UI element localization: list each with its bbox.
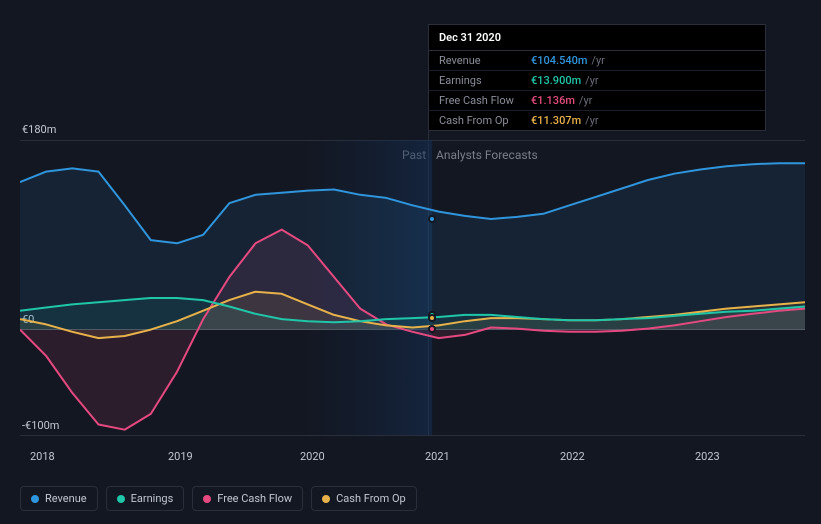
tooltip-row: Free Cash Flow€1.136m/yr xyxy=(429,91,765,111)
tooltip-metric-value: €11.307m xyxy=(531,114,581,127)
x-axis-tick: 2021 xyxy=(425,450,450,463)
legend: Revenue Earnings Free Cash Flow Cash From O… xyxy=(20,486,417,511)
y-axis-label-max: €180m xyxy=(22,123,56,136)
tooltip-suffix: /yr xyxy=(585,74,598,87)
x-axis-tick: 2019 xyxy=(168,450,193,463)
tooltip-metric-label: Cash From Op xyxy=(439,114,531,127)
legend-label: Earnings xyxy=(131,492,174,505)
tooltip-suffix: /yr xyxy=(591,54,604,67)
legend-dot-icon xyxy=(322,495,330,503)
tooltip-row: Cash From Op€11.307m/yr xyxy=(429,111,765,130)
legend-item-earnings[interactable]: Earnings xyxy=(106,486,185,511)
x-axis-tick: 2020 xyxy=(300,450,325,463)
legend-label: Free Cash Flow xyxy=(217,492,292,505)
marker-revenue xyxy=(428,215,436,223)
tooltip-metric-label: Earnings xyxy=(439,74,531,87)
marker-fcf xyxy=(428,325,436,333)
legend-item-free-cash-flow[interactable]: Free Cash Flow xyxy=(192,486,303,511)
tooltip-metric-label: Free Cash Flow xyxy=(439,94,531,107)
tooltip-suffix: /yr xyxy=(585,114,598,127)
tooltip-suffix: /yr xyxy=(579,94,592,107)
tooltip-date: Dec 31 2020 xyxy=(429,25,765,51)
legend-dot-icon xyxy=(203,495,211,503)
line-chart xyxy=(20,140,805,435)
legend-label: Cash From Op xyxy=(336,492,406,505)
x-axis-tick: 2022 xyxy=(560,450,585,463)
tooltip-metric-value: €1.136m xyxy=(531,94,575,107)
legend-dot-icon xyxy=(117,495,125,503)
tooltip-metric-value: €13.900m xyxy=(531,74,581,87)
marker-cfo xyxy=(428,314,436,322)
tooltip-row: Earnings€13.900m/yr xyxy=(429,71,765,91)
x-axis-tick: 2023 xyxy=(695,450,720,463)
tooltip: Dec 31 2020 Revenue€104.540m/yrEarnings€… xyxy=(428,24,766,131)
legend-item-cash-from-op[interactable]: Cash From Op xyxy=(311,486,417,511)
tooltip-row: Revenue€104.540m/yr xyxy=(429,51,765,71)
tooltip-metric-value: €104.540m xyxy=(531,54,587,67)
legend-label: Revenue xyxy=(45,492,87,505)
legend-item-revenue[interactable]: Revenue xyxy=(20,486,98,511)
bottom-gridline xyxy=(20,435,805,436)
tooltip-metric-label: Revenue xyxy=(439,54,531,67)
x-axis-tick: 2018 xyxy=(30,450,55,463)
legend-dot-icon xyxy=(31,495,39,503)
